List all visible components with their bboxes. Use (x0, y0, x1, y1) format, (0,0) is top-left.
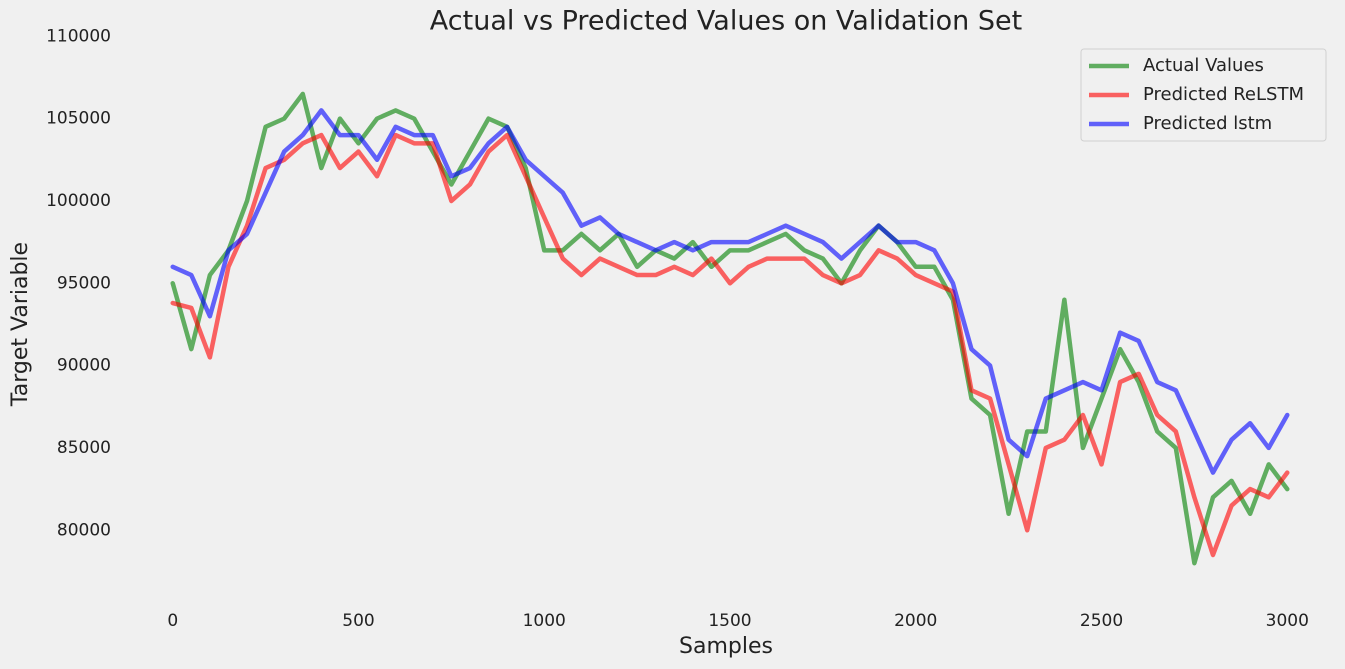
y-axis-label: Target Variable (8, 242, 33, 407)
x-tick-label: 2500 (1080, 611, 1123, 631)
data-line (170, 108, 1290, 475)
y-tick-label: 95000 (57, 273, 111, 293)
x-tick-label: 500 (342, 611, 374, 631)
legend-box (1080, 48, 1327, 142)
y-tick-label: 85000 (57, 438, 111, 458)
x-tick-label: 0 (167, 611, 178, 631)
x-tick-label: 1000 (523, 611, 566, 631)
legend-label: Actual Values (1143, 55, 1264, 76)
y-tick-label: 80000 (57, 520, 111, 540)
x-axis-label: Samples (679, 634, 773, 659)
legend: Actual Values Predicted ReLSTM Predicted l… (1080, 48, 1327, 142)
y-tick-label: 100000 (46, 191, 111, 211)
x-tick-label: 1500 (708, 611, 751, 631)
data-line (170, 132, 1290, 558)
x-tick-label: 2000 (894, 611, 937, 631)
y-tick-label: 90000 (57, 356, 111, 376)
legend-label: Predicted ReLSTM (1143, 84, 1304, 105)
x-tick-label: 3000 (1266, 611, 1309, 631)
y-tick-label: 105000 (46, 109, 111, 129)
chart-title: Actual vs Predicted Values on Validation… (430, 6, 1022, 37)
y-tick-label: 110000 (46, 26, 111, 46)
data-line (170, 91, 1290, 566)
legend-label: Predicted lstm (1143, 113, 1272, 134)
